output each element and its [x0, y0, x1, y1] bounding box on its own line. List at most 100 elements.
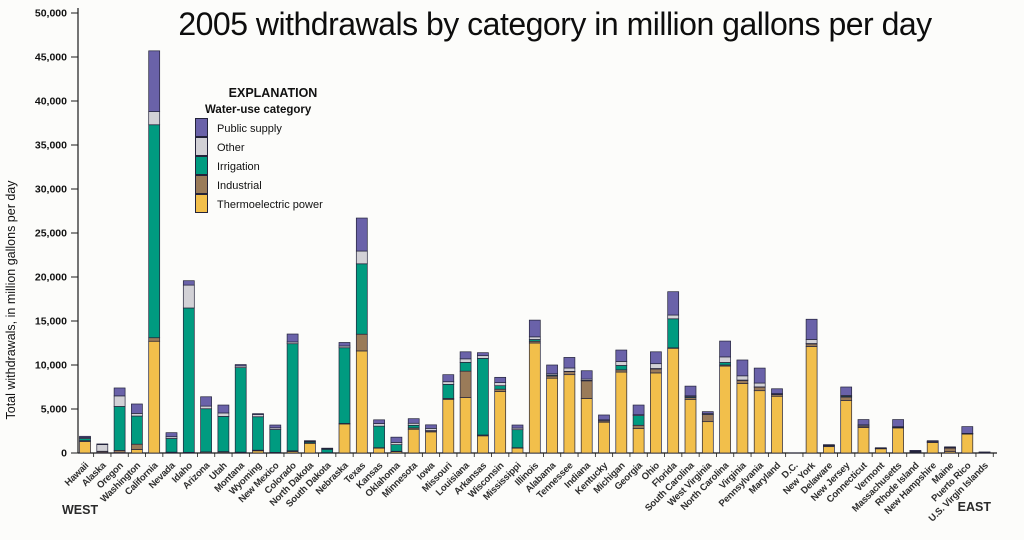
bar-segment-public-supply	[148, 50, 161, 112]
y-tick-label: 15,000	[35, 316, 67, 328]
bar-segment-public-supply	[840, 386, 853, 396]
bar-segment-thermoelectric-power	[701, 421, 714, 454]
bar-segment-thermoelectric-power	[650, 372, 662, 454]
bar-segment-thermoelectric-power	[857, 427, 870, 454]
bar-segment-other	[805, 339, 818, 344]
bar-segment-public-supply	[165, 432, 178, 438]
bar-segment-industrial	[753, 386, 766, 392]
y-tick-label: 20,000	[35, 272, 67, 284]
bar-missouri	[442, 374, 455, 454]
bar-segment-thermoelectric-power	[823, 446, 835, 454]
y-tick-label: 5,000	[41, 404, 67, 416]
bar-segment-thermoelectric-power	[442, 398, 455, 454]
bar-montana	[234, 364, 247, 454]
bar-segment-industrial	[563, 371, 576, 376]
legend-label: Public supply	[217, 122, 282, 135]
bar-segment-irrigation	[407, 424, 420, 429]
y-tick-label: 0	[61, 448, 67, 460]
bar-mississippi	[511, 424, 524, 454]
bar-segment-thermoelectric-power	[546, 377, 558, 454]
bar-idaho	[182, 280, 195, 454]
bar-segment-irrigation	[667, 318, 680, 349]
legend-swatch	[195, 194, 208, 213]
bar-segment-thermoelectric-power	[874, 448, 887, 454]
bar-segment-public-supply	[771, 388, 783, 394]
bar-segment-irrigation	[217, 416, 230, 452]
bar-segment-irrigation	[182, 307, 195, 453]
legend-swatch	[195, 175, 208, 194]
bar-segment-irrigation	[632, 415, 645, 426]
bar-alabama	[546, 364, 558, 454]
bar-segment-thermoelectric-power	[598, 421, 610, 454]
bar-segment-irrigation	[511, 429, 524, 449]
bar-segment-thermoelectric-power	[494, 391, 507, 454]
bar-colorado	[286, 333, 299, 454]
bar-segment-irrigation	[286, 343, 299, 452]
bar-maryland	[771, 388, 783, 454]
bar-louisiana	[459, 351, 472, 454]
bar-west-virginia	[701, 411, 714, 454]
bar-segment-industrial	[148, 337, 161, 342]
bar-segment-irrigation	[719, 362, 731, 366]
bar-segment-public-supply	[407, 418, 420, 424]
bar-segment-other	[442, 381, 455, 385]
legend: EXPLANATION Water-use category Public su…	[193, 86, 393, 214]
bar-segment-public-supply	[234, 364, 247, 367]
bar-georgia	[632, 404, 645, 454]
bar-arizona	[200, 396, 212, 454]
bar-segment-public-supply	[961, 426, 974, 434]
bar-segment-public-supply	[113, 387, 126, 397]
bar-segment-thermoelectric-power	[805, 346, 818, 454]
bar-segment-irrigation	[148, 124, 161, 339]
bar-segment-thermoelectric-power	[355, 350, 368, 454]
bar-arkansas	[477, 352, 489, 454]
bar-segment-thermoelectric-power	[961, 433, 974, 454]
bar-segment-public-supply	[96, 443, 109, 445]
bar-segment-thermoelectric-power	[338, 423, 351, 454]
bar-washington	[131, 403, 143, 454]
bar-segment-thermoelectric-power	[477, 435, 489, 454]
bar-segment-industrial	[131, 443, 143, 450]
bar-segment-thermoelectric-power	[425, 431, 437, 454]
bar-segment-industrial	[944, 447, 956, 453]
bar-south-dakota	[321, 447, 334, 454]
bar-segment-public-supply	[338, 342, 351, 347]
bar-segment-other	[615, 361, 628, 366]
bar-segment-public-supply	[580, 370, 593, 380]
bar-ohio	[650, 351, 662, 454]
bar-segment-other	[373, 423, 385, 427]
y-tick-label: 40,000	[35, 96, 67, 108]
bar-segment-public-supply	[753, 367, 766, 384]
bar-nebraska	[338, 342, 351, 454]
bar-segment-public-supply	[892, 419, 904, 428]
bar-segment-irrigation	[494, 385, 507, 390]
bar-segment-public-supply	[857, 419, 870, 426]
bar-segment-thermoelectric-power	[736, 383, 749, 454]
bar-segment-thermoelectric-power	[632, 428, 645, 454]
bar-segment-irrigation	[200, 408, 212, 453]
bar-new-york	[805, 318, 818, 454]
bar-segment-thermoelectric-power	[131, 449, 143, 454]
bar-utah	[217, 404, 230, 454]
bar-segment-irrigation	[477, 358, 489, 436]
bar-nevada	[165, 432, 178, 454]
bar-virginia	[736, 359, 749, 454]
bar-segment-public-supply	[252, 413, 264, 415]
bar-segment-other	[131, 413, 143, 417]
y-tick-label: 35,000	[35, 140, 67, 152]
bar-segment-public-supply	[494, 376, 507, 383]
bar-segment-thermoelectric-power	[511, 447, 524, 454]
bar-maine	[944, 446, 956, 454]
bar-segment-other	[477, 355, 489, 359]
bar-alaska	[96, 443, 109, 454]
bar-segment-irrigation	[373, 425, 385, 449]
bar-texas	[355, 217, 368, 454]
bar-delaware	[823, 444, 835, 454]
bar-hawaii	[79, 435, 91, 454]
bar-north-dakota	[304, 440, 316, 454]
bar-segment-irrigation	[615, 365, 628, 371]
legend-title: EXPLANATION	[228, 86, 318, 100]
legend-subtitle: Water-use category	[205, 104, 312, 116]
